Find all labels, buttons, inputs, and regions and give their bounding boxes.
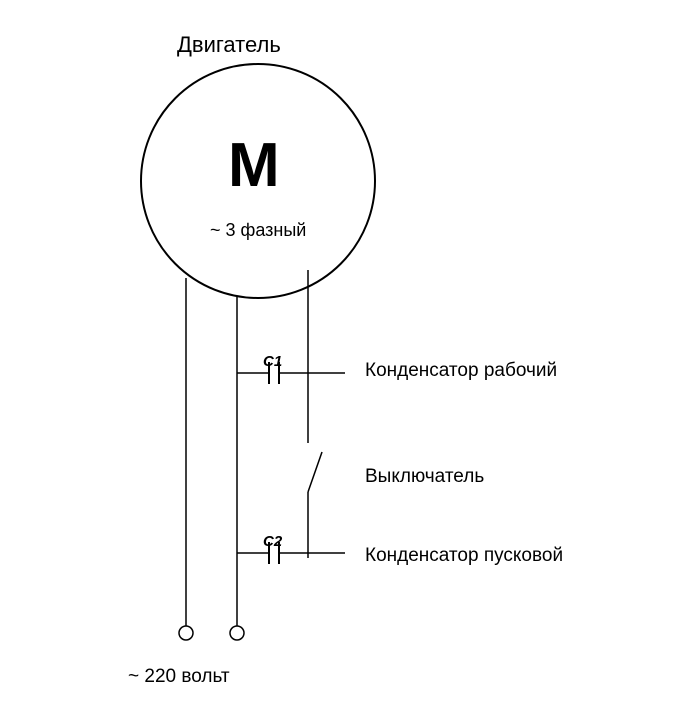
- motor-schematic: Двигатель M ~ 3 фазный C1 Конденсатор ра…: [0, 0, 680, 710]
- voltage-text: 220 вольт: [144, 666, 229, 687]
- terminal-left: [179, 626, 193, 640]
- schematic-svg: [0, 0, 680, 710]
- motor-title: Двигатель: [177, 32, 281, 58]
- supply-voltage: ~ 220 вольт: [128, 666, 230, 688]
- motor-symbol: M: [228, 130, 280, 201]
- phase-text: 3 фазный: [226, 220, 307, 240]
- switch-description: Выключатель: [365, 466, 484, 488]
- switch-lever: [308, 452, 322, 492]
- voltage-tilde: ~: [128, 666, 139, 687]
- phase-tilde: ~: [210, 220, 221, 240]
- c1-description: Конденсатор рабочий: [365, 360, 557, 382]
- terminal-right: [230, 626, 244, 640]
- c2-ref: C2: [263, 533, 282, 550]
- motor-phase-label: ~ 3 фазный: [210, 220, 306, 241]
- c1-ref: C1: [263, 353, 282, 370]
- c2-description: Конденсатор пусковой: [365, 545, 563, 567]
